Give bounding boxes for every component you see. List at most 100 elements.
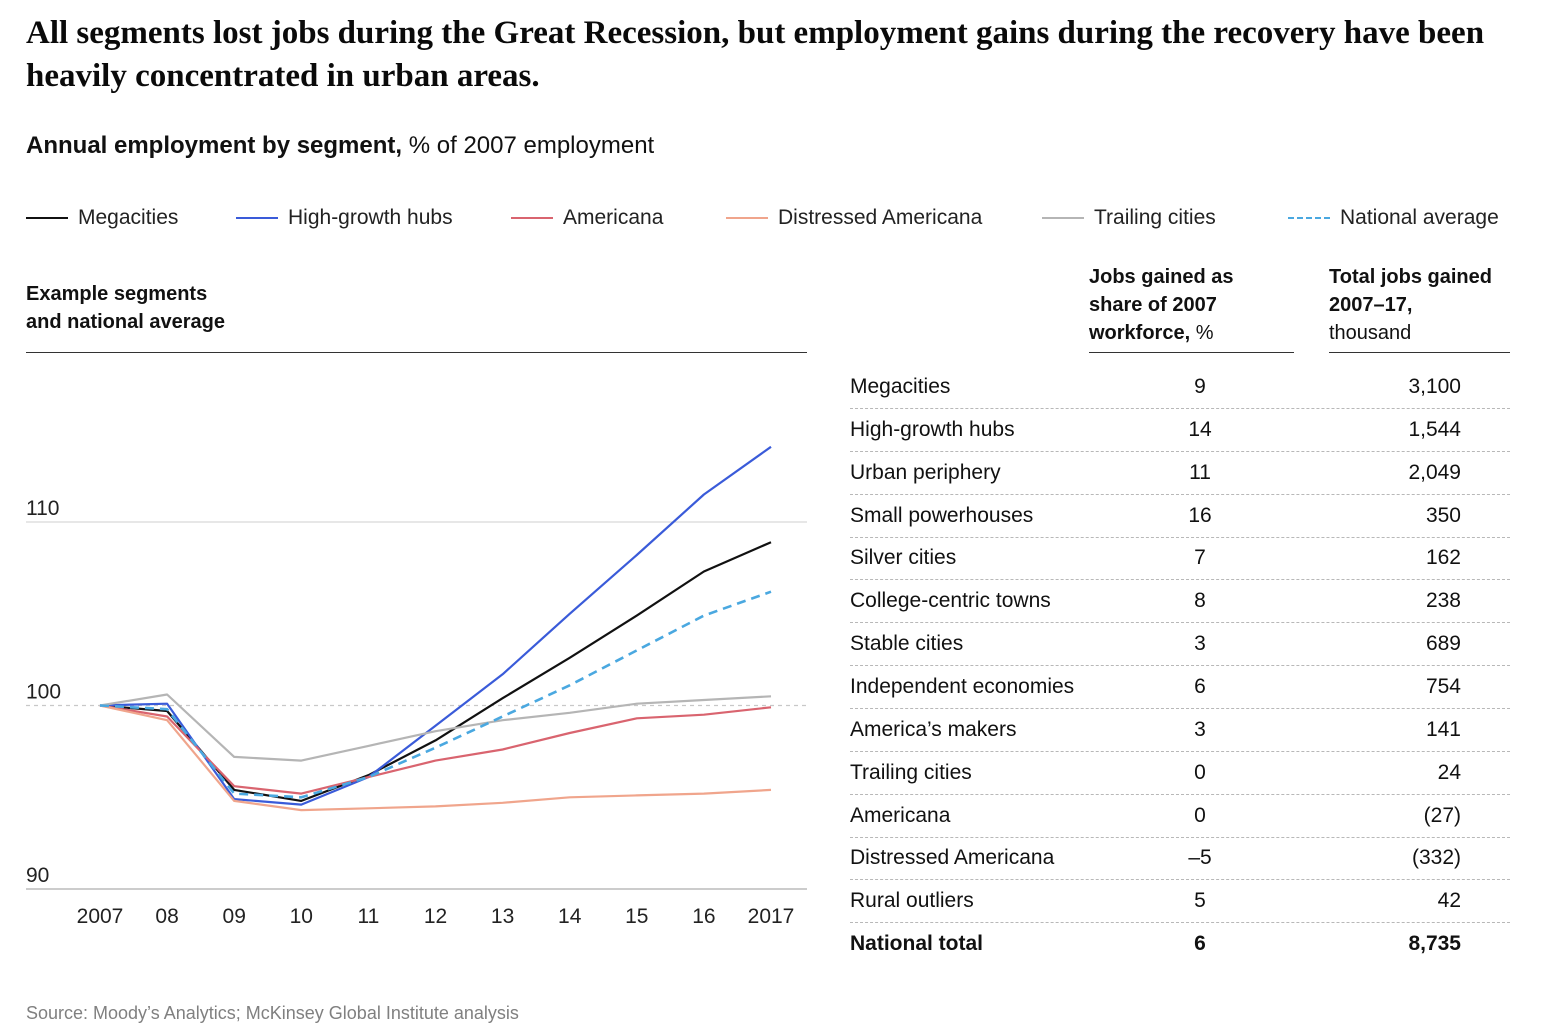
x-tick-label: 09 — [223, 905, 246, 928]
x-tick-label: 12 — [424, 905, 447, 928]
row-name: High-growth hubs — [850, 417, 1015, 441]
row-name: Silver cities — [850, 546, 957, 570]
row-total: 3,100 — [1408, 375, 1461, 398]
series-line-distressed-americana — [99, 704, 772, 812]
table-row: Distressed Americana –5 (332) — [850, 836, 1510, 881]
row-name: America’s makers — [850, 717, 1017, 741]
row-share: –5 — [1188, 846, 1212, 870]
x-tick-label: 10 — [290, 905, 313, 928]
table-row: College-centric towns 8 238 — [850, 579, 1510, 624]
legend-swatch — [26, 217, 68, 219]
row-total: 2,049 — [1408, 460, 1461, 484]
row-name: Small powerhouses — [850, 503, 1034, 527]
row-total: 350 — [1425, 503, 1461, 527]
legend-label: Americana — [563, 206, 664, 229]
row-name: Megacities — [850, 375, 951, 398]
legend-item: National average — [1288, 206, 1499, 230]
legend-item: Megacities — [26, 206, 178, 230]
column-header-total-rest: thousand — [1329, 322, 1412, 344]
x-tick-label: 11 — [357, 905, 379, 928]
table-row: Urban periphery 11 2,049 — [850, 451, 1510, 495]
row-share: 8 — [1194, 589, 1206, 613]
row-share: 3 — [1194, 632, 1206, 656]
legend-swatch — [236, 217, 278, 219]
row-total: (332) — [1411, 846, 1461, 870]
row-total: 42 — [1437, 889, 1461, 913]
table-row: Small powerhouses 16 350 — [850, 494, 1510, 538]
y-tick-label: 100 — [26, 681, 61, 704]
table-row: Silver cities 7 162 — [850, 536, 1510, 581]
row-share: 0 — [1194, 760, 1206, 784]
column-header-share-rest: % — [1190, 322, 1214, 344]
x-tick-label: 2007 — [77, 905, 124, 928]
table-row: High-growth hubs 14 1,544 — [850, 408, 1510, 452]
row-name: Rural outliers — [850, 889, 974, 913]
y-tick-label: 110 — [26, 497, 59, 520]
row-total: 24 — [1437, 760, 1461, 784]
x-tick-label: 2017 — [748, 905, 795, 928]
legend-label: High-growth hubs — [288, 206, 453, 229]
table-row: Rural outliers 5 42 — [850, 879, 1510, 924]
column-header-share: Jobs gained as share of 2007 workforce, … — [1089, 263, 1289, 347]
table-row: Trailing cities 0 24 — [850, 751, 1510, 795]
panel-label-line2: and national average — [26, 311, 225, 333]
legend-label: Trailing cities — [1094, 206, 1216, 229]
series-line-national-average — [99, 590, 772, 799]
row-share: 6 — [1194, 932, 1206, 956]
legend-label: National average — [1340, 206, 1499, 229]
column-rule-total — [1329, 352, 1510, 353]
column-rule-share — [1089, 352, 1294, 353]
row-share: 3 — [1194, 717, 1206, 741]
row-name: Trailing cities — [850, 760, 972, 784]
x-tick-label: 16 — [692, 905, 715, 928]
row-share: 9 — [1194, 375, 1206, 398]
y-tick-label: 90 — [26, 864, 49, 887]
row-name: Americana — [850, 803, 951, 827]
row-total: 141 — [1425, 717, 1461, 741]
row-total: (27) — [1423, 803, 1461, 827]
row-total: 1,544 — [1408, 417, 1461, 441]
table-total-row: National total 6 8,735 — [850, 922, 1510, 965]
legend-swatch — [511, 217, 553, 219]
legend-label: Megacities — [78, 206, 179, 229]
legend-item: Trailing cities — [1042, 206, 1216, 230]
legend-item: Americana — [511, 206, 663, 230]
legend-swatch — [726, 217, 768, 219]
legend-swatch — [1042, 217, 1084, 219]
row-name: National total — [850, 932, 984, 956]
table-row: Megacities 9 3,100 — [850, 365, 1510, 409]
row-total: 689 — [1425, 632, 1461, 656]
panel-label-line1: Example segments — [26, 283, 208, 305]
column-header-total-bold: Total jobs gained 2007–17, — [1329, 266, 1492, 316]
row-share: 0 — [1194, 803, 1206, 827]
row-share: 11 — [1189, 460, 1211, 484]
legend-swatch — [1288, 217, 1330, 219]
subtitle-rest: % of 2007 employment — [402, 132, 655, 159]
row-name: Urban periphery — [850, 460, 1001, 484]
chart-legend: Megacities High-growth hubs Americana Distr… — [26, 206, 1526, 236]
row-name: Stable cities — [850, 632, 964, 656]
legend-label: Distressed Americana — [778, 206, 983, 229]
panel-label: Example segments and national average — [26, 280, 225, 336]
legend-item: Distressed Americana — [726, 206, 982, 230]
row-name: Distressed Americana — [850, 846, 1055, 870]
legend-item: High-growth hubs — [236, 206, 453, 230]
subtitle-bold: Annual employment by segment, — [26, 132, 403, 159]
row-share: 5 — [1194, 889, 1206, 913]
line-chart: 90 100 110 2007 08 09 10 11 12 13 14 15 16 2017 — [26, 445, 807, 928]
column-header-total: Total jobs gained 2007–17, thousand — [1329, 263, 1519, 347]
panel-rule — [26, 352, 807, 353]
row-total: 238 — [1425, 589, 1461, 613]
row-share: 16 — [1188, 503, 1212, 527]
column-header-share-bold: Jobs gained as share of 2007 workforce, — [1089, 266, 1234, 344]
row-name: College-centric towns — [850, 589, 1051, 613]
row-share: 6 — [1194, 674, 1206, 698]
x-tick-label: 15 — [625, 905, 648, 928]
row-total: 162 — [1425, 546, 1461, 570]
table-row: Stable cities 3 689 — [850, 622, 1510, 667]
x-tick-label: 13 — [491, 905, 514, 928]
headline: All segments lost jobs during the Great … — [26, 15, 1485, 94]
table-row: America’s makers 3 141 — [850, 708, 1510, 752]
row-name: Independent economies — [850, 674, 1075, 698]
source-note: Source: Moody’s Analytics; McKinsey Glob… — [26, 1003, 519, 1023]
